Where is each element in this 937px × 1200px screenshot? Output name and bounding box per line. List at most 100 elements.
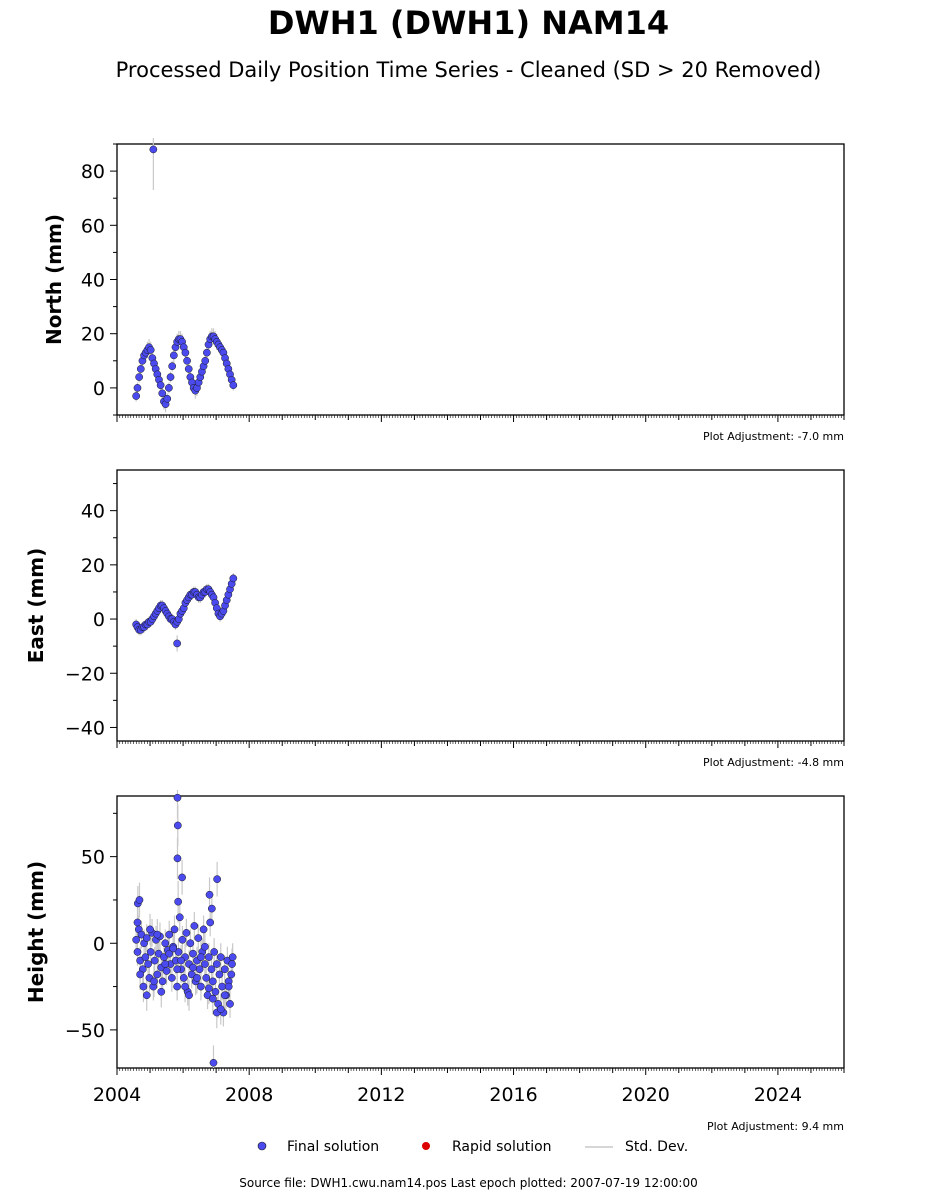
height-data-point <box>144 960 152 968</box>
height-data-point <box>161 939 170 948</box>
height-data-point <box>228 953 237 961</box>
north-data-point <box>169 351 178 360</box>
north-data-point <box>166 373 175 381</box>
height-data-point <box>205 984 213 993</box>
height-data-point <box>178 935 187 944</box>
height-axes-frame <box>116 795 845 1069</box>
legend-final-marker <box>256 1139 268 1155</box>
north-y-axis-label: North (mm) <box>42 214 66 345</box>
north-data-point <box>163 394 172 403</box>
height-data-point <box>208 977 217 986</box>
height-data-point <box>220 991 229 1000</box>
height-data-point <box>195 965 204 974</box>
height-data-point <box>158 977 167 986</box>
height-data-point <box>193 974 201 982</box>
height-data-point <box>136 970 144 979</box>
east-data-point <box>173 639 181 648</box>
height-data-point <box>205 953 213 961</box>
east-y-tick-label: 20 <box>81 555 105 577</box>
height-data-point <box>146 948 155 956</box>
height-data-point <box>137 930 146 939</box>
height-y-axis-label: Height (mm) <box>24 861 48 1003</box>
north-y-tick-label: 80 <box>81 161 105 183</box>
north-data-point <box>229 381 238 390</box>
north-data-point <box>136 365 145 373</box>
height-data-point <box>135 896 144 904</box>
east-data-point <box>229 574 238 583</box>
height-data-point <box>178 873 186 882</box>
height-data-point <box>169 944 178 953</box>
height-data-point <box>207 965 216 974</box>
height-data-point <box>212 960 221 968</box>
north-data-point <box>168 362 177 371</box>
height-plot-adjustment: Plot Adjustment: 9.4 mm <box>707 1120 844 1133</box>
height-data-point <box>220 965 229 974</box>
north-data-point <box>133 384 142 392</box>
height-data-point <box>174 948 183 956</box>
height-data-point <box>210 948 219 956</box>
height-data-point <box>173 793 182 802</box>
height-data-point <box>175 913 184 922</box>
north-y-tick-label: 40 <box>81 270 105 292</box>
north-data-point <box>135 373 143 381</box>
height-data-point <box>190 922 199 930</box>
height-data-point <box>201 942 209 951</box>
height-data-point <box>189 949 197 958</box>
east-y-tick-label: 40 <box>81 501 105 523</box>
height-data-point <box>207 904 216 913</box>
source-footer: Source file: DWH1.cwu.nam14.pos Last epo… <box>239 1176 698 1190</box>
height-data-point <box>157 987 166 996</box>
height-data-point <box>142 934 151 942</box>
height-data-point <box>227 970 236 979</box>
east-y-tick-label: −20 <box>65 663 105 685</box>
height-data-point <box>226 1000 234 1008</box>
north-data-point <box>149 145 158 154</box>
height-data-point <box>139 982 148 991</box>
height-data-point <box>185 991 193 1000</box>
east-plot-adjustment: Plot Adjustment: -4.8 mm <box>703 756 844 769</box>
legend-std-label: Std. Dev. <box>625 1139 689 1155</box>
height-data-point <box>146 925 154 934</box>
chart-title: DWH1 (DWH1) NAM14 <box>267 4 670 42</box>
height-data-point <box>153 930 162 939</box>
legend-final-label: Final solution <box>287 1139 380 1155</box>
height-data-point <box>168 974 176 982</box>
north-axes-frame <box>116 143 845 416</box>
height-x-tick-label: 2024 <box>754 1084 802 1106</box>
height-data-point <box>174 897 182 906</box>
height-y-tick-label: 0 <box>93 933 105 955</box>
height-data-point <box>154 949 163 958</box>
height-y-tick-label: −50 <box>65 1020 105 1042</box>
height-data-point <box>142 991 151 1000</box>
height-data-point <box>182 929 191 937</box>
height-data-point <box>213 875 221 884</box>
height-data-point <box>211 987 220 996</box>
height-data-point <box>173 965 181 974</box>
height-data-point <box>181 982 189 991</box>
height-data-point <box>216 1005 225 1013</box>
height-data-point <box>199 925 208 934</box>
north-data-point <box>165 384 173 392</box>
north-y-tick-label: 60 <box>81 215 105 237</box>
height-data-point <box>197 953 205 961</box>
height-data-point <box>194 934 203 942</box>
height-data-point <box>173 821 182 830</box>
north-data-point <box>156 381 165 390</box>
north-plot-adjustment: Plot Adjustment: -7.0 mm <box>703 430 844 443</box>
height-y-tick-label: 50 <box>81 847 105 869</box>
height-data-point <box>153 970 162 979</box>
height-data-point <box>150 956 159 965</box>
height-data-point <box>189 963 197 972</box>
height-data-point <box>133 918 142 927</box>
legend-rapid-marker <box>420 1139 432 1155</box>
height-data-point <box>133 948 142 956</box>
height-data-point <box>202 974 211 982</box>
height-data-point <box>136 956 144 965</box>
height-data-point <box>179 974 188 982</box>
north-data-point <box>183 356 191 365</box>
height-x-tick-label: 2020 <box>622 1084 670 1106</box>
height-data-point <box>218 982 226 991</box>
height-data-point <box>141 953 150 961</box>
height-data-point <box>206 918 215 927</box>
